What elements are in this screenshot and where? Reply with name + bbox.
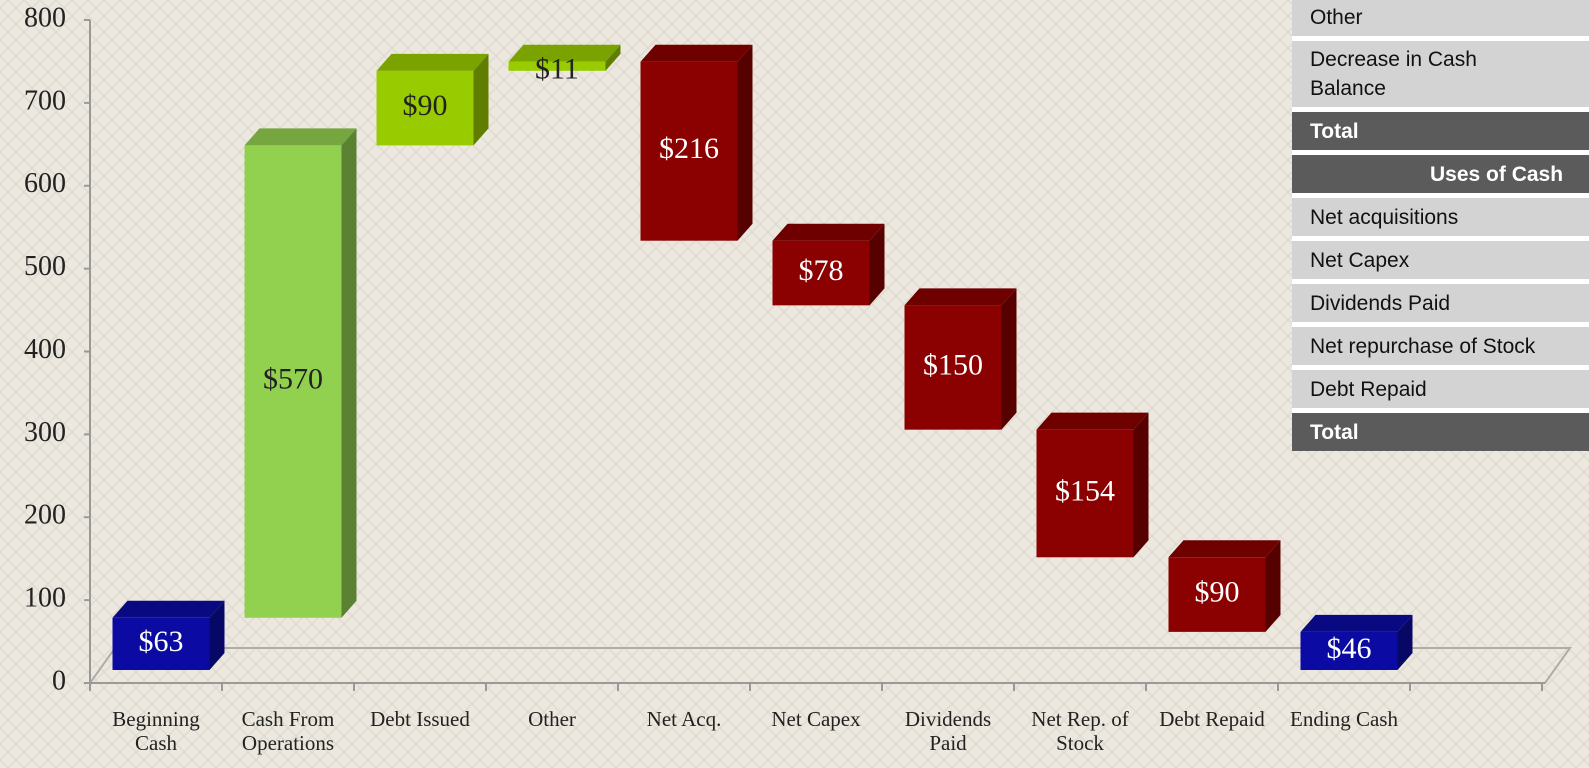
bar (376, 70, 474, 146)
bar-top (904, 288, 1017, 306)
bar-side (737, 44, 753, 241)
value-label: $90 (1195, 575, 1240, 608)
table-row: Net Capex (1292, 241, 1589, 279)
x-tick-label: Net Rep. of Stock (1031, 707, 1129, 755)
y-tick-label: 500 (24, 251, 66, 282)
table-cell: Uses of Cash (1430, 162, 1564, 186)
bar (1168, 557, 1266, 632)
table-cell: Total (1310, 420, 1359, 444)
value-label: $150 (923, 348, 983, 381)
bar (112, 617, 210, 670)
y-tick-label: 600 (24, 168, 66, 199)
y-tick-label: 400 (24, 334, 66, 365)
bar-top (1300, 614, 1413, 632)
bar (904, 305, 1002, 430)
table-row: Total (1292, 112, 1589, 150)
y-tick-label: 0 (52, 665, 66, 696)
table-cell: Net repurchase of Stock (1310, 334, 1536, 358)
bar-top (1036, 412, 1149, 430)
value-label: $90 (403, 89, 448, 122)
bar-top (376, 53, 489, 71)
table-row: Net acquisitions (1292, 198, 1589, 236)
bar (1300, 631, 1398, 670)
bar-top (1168, 540, 1281, 558)
table-cell: Other (1310, 5, 1363, 29)
value-label: $570 (263, 362, 323, 395)
bar-side (1001, 288, 1017, 430)
bar-side (1397, 614, 1413, 670)
x-tick-label: Debt Issued (370, 707, 470, 731)
bar-side (473, 53, 489, 146)
y-tick-label: 300 (24, 417, 66, 448)
table-cell: Net Capex (1310, 248, 1410, 272)
x-tick-label: Cash From Operations (241, 707, 335, 755)
x-tick-label: Net Capex (771, 707, 861, 731)
bar (508, 61, 606, 71)
value-label: $63 (139, 625, 184, 658)
table-cell: Decrease in Cash Balance (1310, 48, 1477, 100)
bar (1036, 429, 1134, 558)
bar (640, 61, 738, 241)
table-row: Total (1292, 413, 1589, 451)
x-tick-label: Beginning Cash (112, 707, 200, 755)
x-tick-label: Dividends Paid (904, 707, 992, 755)
value-label: $78 (799, 254, 844, 287)
value-label: $46 (1327, 632, 1372, 665)
table-cell: Debt Repaid (1310, 377, 1427, 401)
table-row: Net repurchase of Stock (1292, 327, 1589, 365)
value-label: $11 (535, 53, 579, 86)
y-tick-label: 700 (24, 85, 66, 116)
table-row: Other (1292, 0, 1589, 36)
x-tick-label: Other (528, 707, 576, 731)
table-row: Uses of Cash (1292, 155, 1589, 193)
table-row: Decrease in Cash Balance (1292, 41, 1589, 107)
bar-side (605, 44, 621, 71)
bar-top (508, 44, 621, 62)
bar-side (341, 128, 357, 618)
table-cell: Total (1310, 119, 1359, 143)
x-tick-label: Ending Cash (1290, 707, 1398, 731)
table-row: Debt Repaid (1292, 370, 1589, 408)
table-cell: Net acquisitions (1310, 205, 1459, 229)
bar-top (244, 128, 357, 146)
bar-side (869, 223, 885, 306)
bar-side (209, 600, 225, 670)
x-tick-label: Net Acq. (646, 707, 722, 731)
table-row: Dividends Paid (1292, 284, 1589, 322)
y-tick-label: 100 (24, 583, 66, 614)
y-tick-label: 800 (24, 2, 66, 33)
y-tick-label: 200 (24, 500, 66, 531)
table-cell: Dividends Paid (1310, 291, 1451, 315)
bar-side (1133, 412, 1149, 558)
bar-top (640, 44, 753, 62)
bar (244, 145, 342, 618)
table: Other Decrease in Cash Balance Total Uses o… (1292, 0, 1589, 451)
bar (772, 240, 870, 306)
bar-top (772, 223, 885, 241)
x-tick-label: Debt Repaid (1159, 707, 1265, 731)
value-label: $154 (1055, 474, 1115, 507)
value-label: $216 (659, 132, 719, 165)
bar-top (112, 600, 225, 618)
bar-side (1265, 540, 1281, 632)
